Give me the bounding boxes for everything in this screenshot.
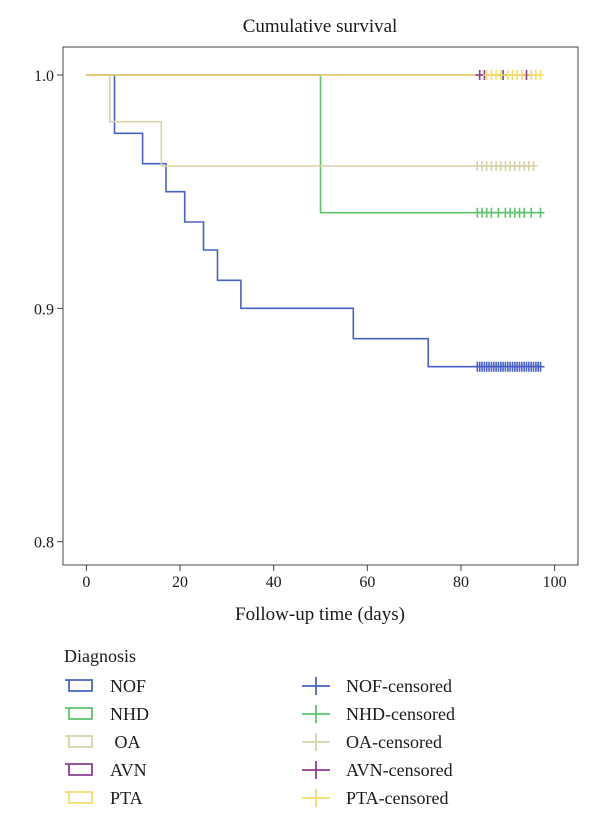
y-tick-label: 0.9 [34,301,54,318]
survival-curves [86,74,541,368]
legend-title: Diagnosis [64,646,136,666]
legend-label: PTA [110,787,143,808]
legend-label: NHD-censored [346,703,455,724]
legend-label: PTA-censored [346,787,449,808]
censor-mark-oa [529,161,538,171]
legend-censored: NOF-censored NHD-censored OA-censored AV… [300,672,455,812]
legend-lines: NOF NHD OA AVN PTA [64,672,149,812]
plus-marker-icon [302,677,330,695]
censor-mark-nhd [520,207,529,218]
legend-item-oa-censored: OA-censored [300,728,455,756]
legend-item-pta-censored: PTA-censored [300,784,455,812]
legend-label: NOF-censored [346,675,452,696]
legend-item-oa: OA [64,728,149,756]
plus-marker-icon [302,733,330,751]
censor-mark-pta [536,70,545,80]
censor-mark-nhd [527,207,536,218]
x-tick-label: 0 [82,574,90,591]
censor-mark-pta [517,70,526,80]
x-tick-label: 60 [359,574,375,591]
x-tick-label: 100 [543,574,567,591]
censor-mark-nhd [536,207,545,218]
step-line-icon [65,735,93,748]
step-line-icon [65,707,93,720]
plus-marker-icon [302,761,330,779]
legend-label: OA-censored [346,731,442,752]
plot-frame [62,46,579,566]
x-tick-label: 20 [172,574,188,591]
series-line-oa [86,74,536,167]
legend-item-avn: AVN [64,756,149,784]
step-line-icon [65,763,93,776]
legend-label: AVN [110,759,147,780]
legend-label: NOF [110,675,147,696]
plus-marker-icon [302,705,330,723]
legend-item-pta: PTA [64,784,149,812]
censored-markers [473,70,545,372]
censor-mark-pta [496,70,505,80]
y-tick-label: 0.8 [34,535,54,552]
legend-item-avn-censored: AVN-censored [300,756,455,784]
axis-ticks: 0 20 40 60 80 100 0.8 0.9 1.0 [34,68,567,591]
x-tick-label: 40 [266,574,282,591]
censor-mark-nhd [487,207,496,218]
legend-label: NHD [110,703,149,724]
y-tick-label: 1.0 [34,68,54,85]
step-line-icon [65,791,93,804]
legend-label: AVN-censored [346,759,453,780]
legend-item-nof-censored: NOF-censored [300,672,455,700]
x-tick-label: 80 [453,574,469,591]
series-line-nof [86,74,541,368]
censor-mark-nof [536,361,545,372]
plus-marker-icon [302,789,330,807]
step-line-icon [65,679,93,692]
legend-item-nhd-censored: NHD-censored [300,700,455,728]
censor-mark-nhd [494,207,503,218]
legend-item-nof: NOF [64,672,149,700]
x-axis-label: Follow-up time (days) [235,604,405,625]
chart-title: Cumulative survival [242,16,398,37]
legend-item-nhd: NHD [64,700,149,728]
legend-label: OA [110,731,141,752]
series-line-nhd [86,74,541,214]
